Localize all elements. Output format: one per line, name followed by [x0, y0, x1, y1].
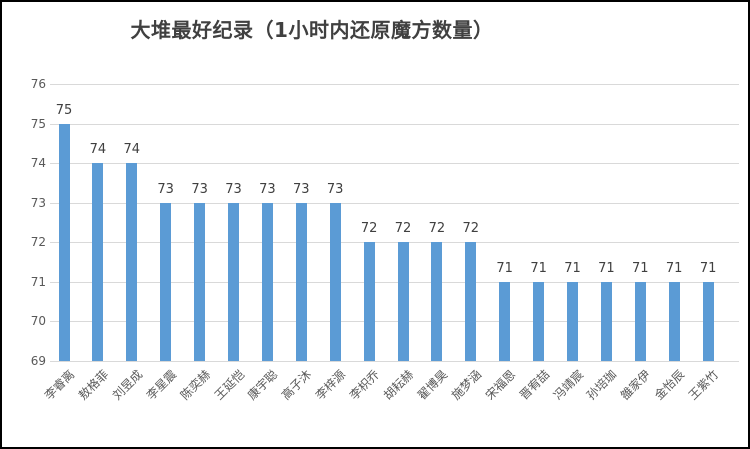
bar-value-label: 73 [225, 181, 242, 197]
bar-敖格菲 [92, 163, 104, 361]
bar-李睿离 [58, 123, 70, 361]
y-axis-tick-label: 71 [30, 275, 46, 289]
gridline-76 [50, 84, 739, 85]
bar-value-label: 71 [632, 260, 649, 276]
bar-王延恺 [228, 202, 239, 361]
bar-value-label: 72 [428, 221, 446, 237]
bar-翟博昊 [431, 242, 443, 361]
bar-value-label: 75 [55, 102, 73, 118]
bar-value-label: 71 [699, 260, 717, 276]
bar-value-label: 71 [530, 260, 547, 276]
y-axis-tick-label: 72 [30, 235, 46, 249]
bar-value-label: 73 [259, 181, 276, 197]
bar-value-label: 73 [326, 181, 344, 197]
bar-高子沐 [295, 202, 307, 361]
bar-李枳乔 [363, 242, 375, 361]
bar-王紫竹 [702, 281, 714, 361]
gridline-74 [50, 163, 739, 164]
bar-雒家伊 [634, 281, 646, 361]
bar-value-label: 74 [89, 142, 107, 158]
gridline-75 [50, 124, 739, 125]
bar-胡耘赫 [397, 242, 409, 361]
gridline-73 [50, 203, 739, 204]
y-axis-tick-label: 75 [30, 117, 46, 131]
chart-title: 大堆最好纪录（1小时内还原魔方数量） [130, 18, 494, 42]
bar-金怡辰 [668, 281, 680, 361]
bar-李梓源 [329, 202, 341, 361]
y-axis-tick-label: 73 [30, 196, 46, 210]
bar-value-label: 71 [564, 260, 581, 276]
bar-晋宥喆 [533, 281, 545, 361]
y-axis-tick-label: 69 [30, 354, 46, 368]
y-axis-tick-label: 70 [30, 314, 46, 328]
bar-李星震 [160, 202, 172, 361]
gridline-69 [50, 361, 739, 362]
bar-value-label: 71 [665, 260, 683, 276]
bar-value-label: 72 [462, 221, 480, 237]
bar-施梦涵 [465, 242, 477, 361]
bar-冯靖宸 [567, 281, 578, 361]
y-axis-tick-label: 76 [30, 77, 46, 91]
bar-value-label: 73 [157, 181, 174, 197]
gridline-70 [50, 321, 739, 322]
gridline-72 [50, 242, 739, 243]
bar-康宇聪 [261, 202, 273, 361]
bar-宋福恩 [499, 281, 511, 361]
bar-刘昱成 [126, 163, 138, 361]
y-axis-tick-label: 74 [30, 156, 46, 170]
bar-value-label: 71 [598, 260, 615, 276]
bar-孙培珈 [600, 281, 612, 361]
gridline-71 [50, 282, 739, 283]
bar-value-label: 72 [360, 221, 378, 237]
bar-value-label: 72 [394, 221, 412, 237]
bar-value-label: 73 [293, 181, 310, 197]
bar-value-label: 74 [123, 142, 141, 158]
bar-value-label: 71 [496, 260, 513, 276]
bar-陈奕赫 [194, 202, 206, 361]
bar-value-label: 73 [191, 181, 208, 197]
